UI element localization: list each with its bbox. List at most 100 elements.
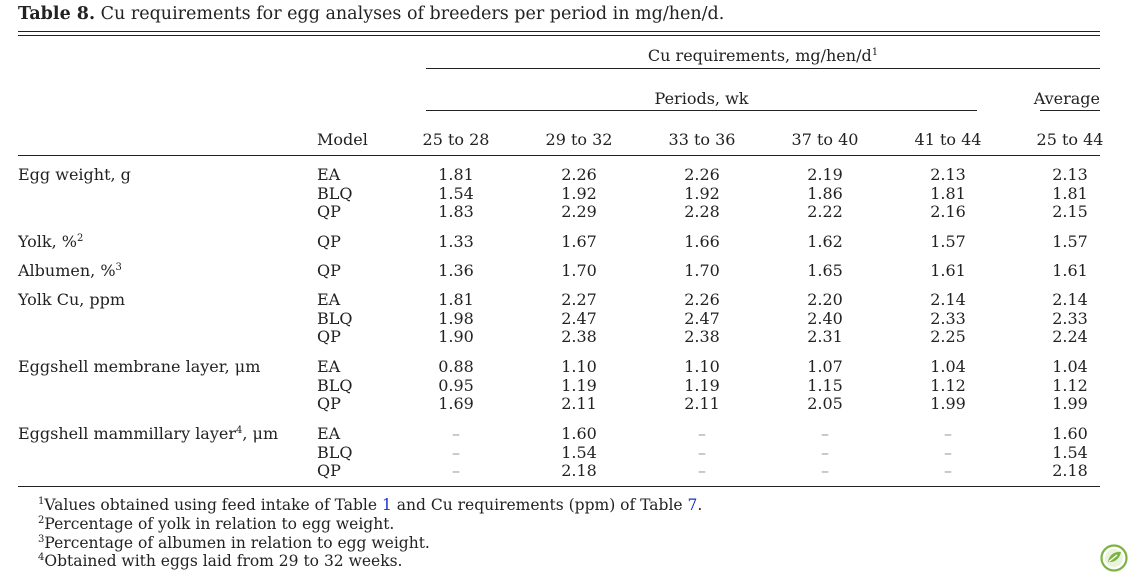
model-cell: EA: [317, 357, 341, 376]
table-cell: 2.25: [930, 327, 966, 347]
table-cell: 1.19: [561, 375, 597, 395]
leaf-badge-icon: [1100, 544, 1128, 572]
table-cell: 2.14: [930, 290, 966, 309]
row-group-label: Eggshell mammillary layer4, μm: [18, 424, 278, 443]
table-cell: –: [821, 442, 829, 462]
table-cell: –: [452, 442, 460, 462]
row-group-label-text: Eggshell mammillary layer: [18, 424, 236, 443]
table-cell: 1.15: [807, 375, 843, 395]
top-rule-2: [18, 35, 1100, 36]
table-cell: 2.26: [684, 165, 720, 184]
table-reference-link[interactable]: 1: [381, 496, 392, 514]
table-cell: 2.11: [561, 394, 597, 414]
row-group-label: Albumen, %3: [18, 261, 122, 280]
footnote-text: and Cu requirements (ppm) of Table: [391, 496, 688, 514]
table-caption-text: Cu requirements for egg analyses of bree…: [100, 4, 725, 24]
table-cell: 2.38: [561, 327, 597, 347]
table-cell: 2.20: [807, 290, 843, 309]
model-cell: QP: [317, 261, 341, 280]
table-cell: 1.60: [1052, 424, 1088, 443]
periods-rule: [426, 110, 977, 111]
table-cell: 1.70: [684, 261, 720, 280]
table-cell: –: [944, 442, 952, 462]
column-header: 25 to 44: [1036, 130, 1104, 149]
table-cell: 2.40: [807, 308, 843, 328]
table-cell: 2.28: [684, 202, 720, 222]
model-cell: BLQ: [317, 442, 353, 462]
model-cell: EA: [317, 424, 341, 443]
average-label: Average: [1033, 89, 1100, 108]
model-cell: BLQ: [317, 375, 353, 395]
table-cell: 2.15: [1052, 202, 1088, 222]
table-cell: 1.61: [930, 261, 966, 280]
table-cell: 1.04: [1052, 357, 1088, 376]
model-cell: QP: [317, 232, 341, 251]
table-cell: 1.98: [438, 308, 474, 328]
table-cell: 2.47: [684, 308, 720, 328]
table-cell: 1.67: [561, 232, 597, 251]
table-cell: 2.16: [930, 202, 966, 222]
header-rule: [18, 155, 1100, 156]
footnote-text: Percentage of yolk in relation to egg we…: [44, 515, 395, 533]
table-cell: 2.27: [561, 290, 597, 309]
top-rule: [18, 31, 1100, 32]
table-cell: 1.54: [1052, 442, 1088, 462]
table-cell: 1.66: [684, 232, 720, 251]
footnote-number: 1: [38, 496, 45, 507]
table-cell: 2.29: [561, 202, 597, 222]
model-cell: QP: [317, 394, 341, 414]
table-cell: –: [944, 461, 952, 481]
table-reference-link[interactable]: 7: [687, 496, 698, 514]
table-cell: 1.70: [561, 261, 597, 280]
table-cell: 0.95: [438, 375, 474, 395]
table-cell: 2.13: [930, 165, 966, 184]
row-group-label-text: Yolk, %: [18, 232, 77, 251]
row-group-label-suffix: , μm: [242, 424, 279, 443]
table-cell: 1.99: [930, 394, 966, 414]
table-cell: 1.90: [438, 327, 474, 347]
table-cell: 1.07: [807, 357, 843, 376]
footnote: 2Percentage of yolk in relation to egg w…: [38, 515, 394, 533]
table-cell: 1.12: [930, 375, 966, 395]
table-cell: 1.36: [438, 261, 474, 280]
table-cell: 2.24: [1052, 327, 1088, 347]
table-cell: –: [698, 461, 706, 481]
table-cell: 2.18: [561, 461, 597, 481]
table-cell: 1.57: [1052, 232, 1088, 251]
row-group-label-text: Albumen, %: [18, 261, 116, 280]
group-title-footnote-marker: 1: [871, 47, 879, 58]
table-cell: 2.13: [1052, 165, 1088, 184]
table-cell: 1.60: [561, 424, 597, 443]
model-cell: EA: [317, 290, 341, 309]
table-cell: –: [821, 461, 829, 481]
table-cell: 2.38: [684, 327, 720, 347]
table-cell: 1.04: [930, 357, 966, 376]
model-cell: QP: [317, 202, 341, 222]
table-caption-label: Table 8.: [18, 4, 96, 24]
table-cell: 1.65: [807, 261, 843, 280]
model-cell: BLQ: [317, 308, 353, 328]
table-cell: 2.26: [684, 290, 720, 309]
table-cell: 2.33: [930, 308, 966, 328]
table-cell: 2.22: [807, 202, 843, 222]
bottom-rule: [18, 486, 1100, 487]
row-group-label-text: Yolk Cu, ppm: [18, 290, 126, 309]
table-cell: 1.54: [438, 183, 474, 203]
table-cell: 2.05: [807, 394, 843, 414]
periods-label: Periods, wk: [654, 89, 749, 108]
table-cell: 1.57: [930, 232, 966, 251]
row-group-label-text: Eggshell membrane layer, μm: [18, 357, 261, 376]
column-header: 25 to 28: [422, 130, 490, 149]
table-cell: –: [698, 442, 706, 462]
table-cell: 1.12: [1052, 375, 1088, 395]
table-cell: 2.18: [1052, 461, 1088, 481]
column-header: 29 to 32: [545, 130, 613, 149]
footnote-marker: 3: [115, 262, 122, 273]
table-cell: 1.33: [438, 232, 474, 251]
footnote-marker: 2: [77, 233, 84, 244]
table-cell: 1.81: [1052, 183, 1088, 203]
footnote-text: .: [697, 496, 703, 514]
model-cell: EA: [317, 165, 341, 184]
table-cell: –: [452, 461, 460, 481]
footnote-text: Values obtained using feed intake of Tab…: [44, 496, 382, 514]
